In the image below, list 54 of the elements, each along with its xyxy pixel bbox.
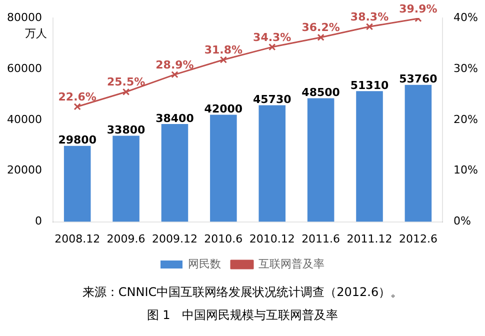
y-tick-label: 20000 [6, 164, 42, 177]
x-tick-label: 2009.6 [106, 232, 146, 246]
bar [307, 98, 334, 222]
caption: 图 1 中国网民规模与互联网普及率 [146, 307, 340, 324]
point [220, 56, 228, 64]
data-label: 34.3% [253, 30, 292, 44]
source-note: 来源：CNNIC中国互联网络发展状况统计调查（2012.6）。 [81, 284, 404, 301]
y2-tick-label: 10% [454, 164, 478, 177]
x-tick-label: 2009.12 [152, 232, 198, 246]
y2-tick-label: 0% [454, 214, 472, 228]
data-label: 51310 [350, 78, 389, 92]
bar [161, 124, 188, 222]
y-axis-title: 万人 [24, 26, 47, 40]
bar [404, 84, 432, 222]
data-label: 42000 [204, 102, 243, 116]
y-tick-label: 60000 [6, 62, 42, 75]
x-tick-label: 2010.12 [249, 232, 295, 246]
point [122, 88, 130, 96]
data-label: 22.6% [58, 90, 96, 104]
y-tick-label: 0 [34, 214, 42, 228]
bar [210, 114, 237, 222]
point [171, 70, 178, 78]
data-label: 53760 [399, 72, 438, 86]
x-tick-label: 2011.12 [346, 232, 392, 246]
y-tick-label: 40000 [6, 112, 42, 126]
data-label: 36.2% [302, 21, 340, 34]
point [268, 43, 276, 51]
bar [112, 136, 140, 222]
x-tick-label: 2010.6 [204, 232, 243, 246]
data-label: 31.8% [204, 44, 243, 57]
legend-label: 互联网普及率 [258, 257, 324, 270]
y2-tick-label: 20% [454, 112, 478, 126]
x-tick-label: 2012.6 [398, 232, 438, 246]
data-label: 38400 [156, 112, 194, 125]
bar [356, 91, 383, 222]
bar [258, 105, 286, 222]
bar [64, 146, 91, 222]
y2-tick-label: 30% [454, 62, 478, 75]
point [366, 23, 374, 30]
y-tick-label: 80000 [6, 10, 42, 24]
data-label: 38.3% [350, 10, 389, 24]
data-label: 45730 [252, 93, 292, 106]
x-tick-label: 2008.12 [54, 232, 100, 246]
data-label: 28.9% [156, 58, 194, 72]
x-tick-label: 2011.6 [302, 232, 340, 246]
y2-tick-label: 40% [454, 10, 478, 24]
data-label: 29800 [58, 134, 97, 147]
data-label: 39.9% [399, 2, 438, 16]
point [74, 103, 81, 110]
point [317, 34, 324, 41]
legend-label: 网民数 [188, 257, 221, 270]
data-label: 33800 [106, 124, 146, 137]
data-label: 48500 [302, 86, 340, 100]
data-label: 25.5% [106, 76, 146, 89]
